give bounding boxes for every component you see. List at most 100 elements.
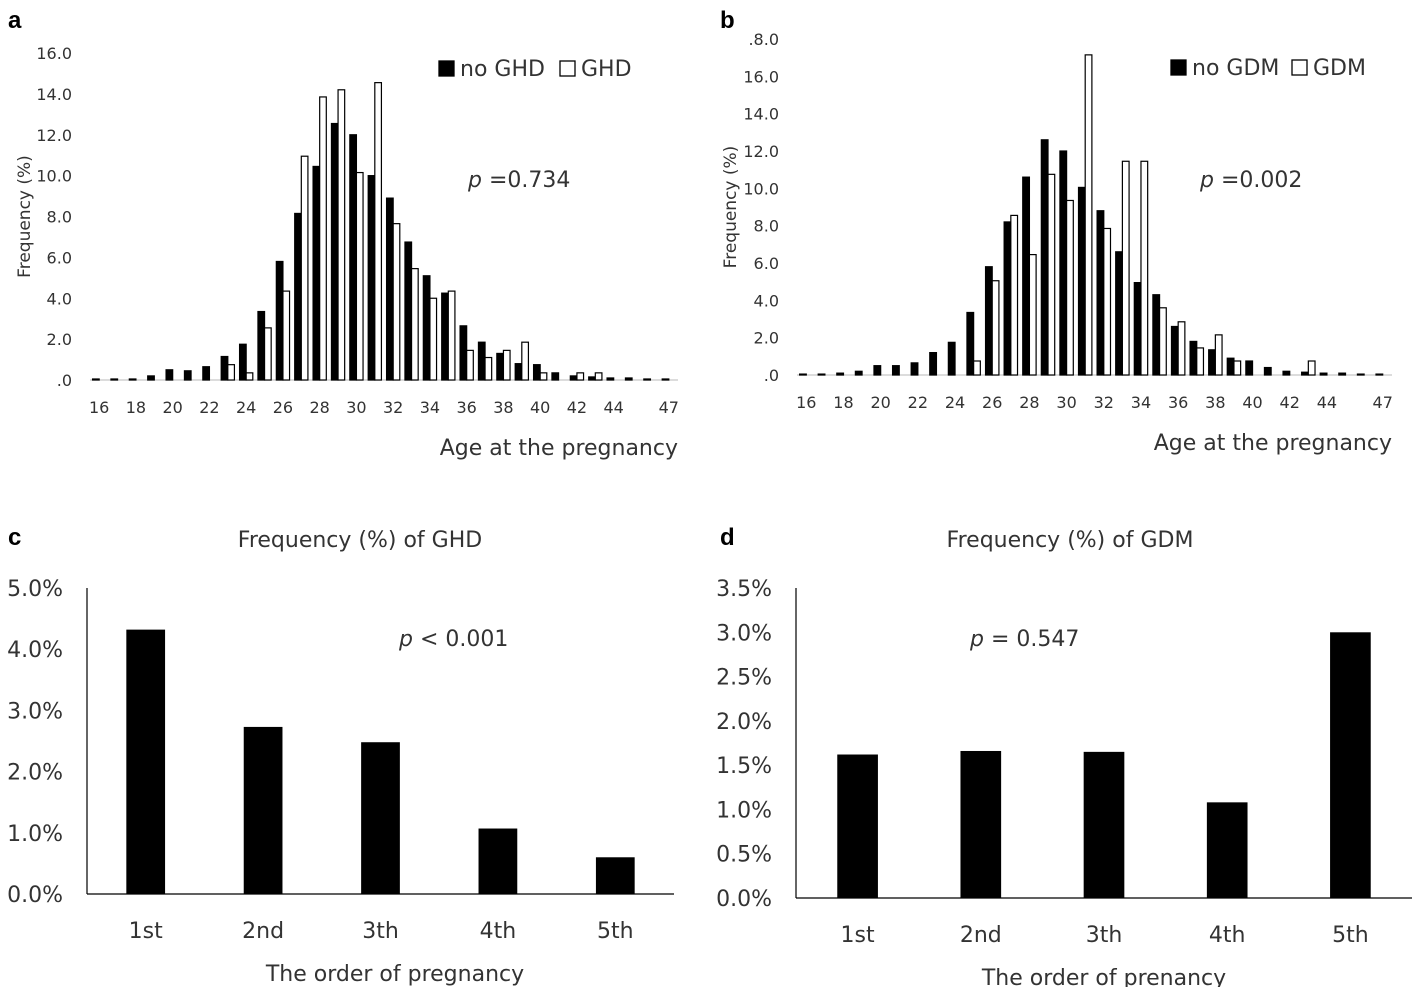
bar-series2 bbox=[1233, 360, 1242, 376]
x-tick-label: 24 bbox=[945, 393, 965, 412]
bar-series1 bbox=[854, 370, 863, 376]
p-value-annotation: p =0.734 bbox=[467, 168, 570, 193]
bar-series2 bbox=[1010, 214, 1019, 376]
y-tick-label: 10.0 bbox=[743, 179, 779, 198]
bar-series1 bbox=[1338, 372, 1347, 376]
chart-title: Frequency (%) of GDM bbox=[947, 528, 1194, 553]
bar-series1 bbox=[422, 275, 431, 381]
x-tick-label: 2nd bbox=[960, 923, 1002, 948]
x-tick-label: 24 bbox=[236, 398, 256, 417]
x-tick-label: 38 bbox=[1205, 393, 1225, 412]
bar bbox=[960, 750, 1002, 898]
panel-a-age-ghd-histogram: a .0 2.0 4.0 6.0 8.0 10.0 12.0 14.0 16.0 16 18 20 22 2… bbox=[8, 7, 679, 461]
y-tick-label: 8.0 bbox=[754, 217, 779, 236]
y-tick-label: 12.0 bbox=[743, 142, 779, 161]
panel-c-ghd-order-bar-chart: c Frequency (%) of GHD 0.0% 1.0% 2.0% 3.0% 4.0… bbox=[7, 524, 674, 987]
x-tick-label: 44 bbox=[604, 398, 624, 417]
x-tick-label: 3th bbox=[1086, 923, 1123, 948]
bar-series1 bbox=[873, 365, 882, 376]
p-value-text: = 0.547 bbox=[984, 627, 1079, 652]
x-tick-label: 32 bbox=[383, 398, 403, 417]
y-axis-title: Frequency (%) bbox=[721, 146, 741, 269]
x-tick-label: 47 bbox=[1373, 393, 1393, 412]
chart-title: Frequency (%) of GHD bbox=[238, 528, 482, 553]
y-tick-label: 14.0 bbox=[36, 85, 72, 104]
y-tick-label: 0.0% bbox=[716, 887, 772, 912]
bar bbox=[1206, 802, 1248, 898]
bar-series2 bbox=[300, 155, 309, 381]
x-axis-title: The order of prenancy bbox=[981, 966, 1226, 987]
p-symbol: p bbox=[969, 627, 984, 652]
bar-series1 bbox=[1301, 371, 1309, 376]
bar bbox=[243, 726, 283, 894]
x-tick-label: 28 bbox=[1019, 393, 1039, 412]
bar-series2 bbox=[1028, 254, 1037, 376]
x-tick-label: 5th bbox=[1332, 923, 1369, 948]
y-tick-label: 2.0 bbox=[754, 329, 779, 348]
bar-series1 bbox=[836, 372, 845, 376]
x-axis-title: Age at the pregnancy bbox=[440, 436, 678, 461]
bar-series1 bbox=[91, 378, 100, 381]
y-tick-label: 0.0% bbox=[7, 883, 63, 908]
p-symbol: p bbox=[1199, 168, 1214, 193]
bar-series1 bbox=[947, 341, 956, 376]
x-tick-label: 32 bbox=[1094, 393, 1114, 412]
x-tick-label: 1st bbox=[129, 919, 163, 944]
x-tick-label: 30 bbox=[346, 398, 366, 417]
bar-series2 bbox=[374, 82, 383, 381]
legend-label: GHD bbox=[581, 57, 632, 82]
y-tick-label: 1.0% bbox=[7, 822, 63, 847]
legend-label: no GHD bbox=[460, 57, 545, 82]
panel-letter: b bbox=[720, 7, 735, 34]
x-tick-label: 16 bbox=[89, 398, 109, 417]
y-tick-label: 8.0 bbox=[47, 208, 72, 227]
bar-series2 bbox=[576, 372, 585, 381]
bar-series1 bbox=[147, 375, 155, 381]
y-tick-label: 14.0 bbox=[743, 105, 779, 124]
bar-series1 bbox=[1170, 325, 1179, 376]
bar-series1 bbox=[661, 378, 670, 381]
bar-series1 bbox=[1263, 366, 1272, 376]
y-tick-label: .0 bbox=[764, 366, 779, 385]
bar-series1 bbox=[238, 343, 247, 381]
bar-series1 bbox=[275, 260, 284, 381]
bar bbox=[1083, 751, 1125, 898]
y-tick-label: .8.0 bbox=[748, 30, 779, 49]
p-value-annotation: p < 0.001 bbox=[398, 627, 508, 652]
legend-label: GDM bbox=[1313, 56, 1366, 81]
bar-series2 bbox=[227, 364, 236, 381]
bar-series1 bbox=[1077, 186, 1086, 376]
y-tick-label: 4.0% bbox=[7, 638, 63, 663]
bar-series1 bbox=[588, 376, 596, 381]
y-tick-label: 1.5% bbox=[716, 754, 772, 779]
bar-series1 bbox=[984, 266, 993, 376]
bar-series1 bbox=[1245, 360, 1254, 376]
panel-d-gdm-order-bar-chart: d Frequency (%) of GDM 0.0% 0.5% 1.0% 1.5% 2.0… bbox=[716, 524, 1412, 987]
bar-series1 bbox=[514, 363, 523, 381]
bar-series2 bbox=[1103, 227, 1112, 376]
bar-series2 bbox=[337, 89, 346, 381]
bar-series1 bbox=[1096, 210, 1105, 376]
bar-series2 bbox=[392, 223, 401, 381]
x-tick-label: 26 bbox=[982, 393, 1002, 412]
bar-series1 bbox=[966, 311, 975, 376]
bar-series1 bbox=[1356, 373, 1365, 376]
x-tick-label: 4th bbox=[1209, 923, 1246, 948]
x-tick-label: 5th bbox=[597, 919, 634, 944]
bar bbox=[361, 742, 400, 894]
bar-series1 bbox=[1133, 282, 1142, 376]
x-tick-label: 22 bbox=[199, 398, 219, 417]
bar-series2 bbox=[466, 349, 474, 381]
p-value-annotation: p = 0.547 bbox=[969, 627, 1079, 652]
bar-series2 bbox=[991, 280, 1000, 376]
bar-series1 bbox=[1282, 370, 1291, 376]
bar-series2 bbox=[355, 171, 364, 381]
bar-series1 bbox=[532, 364, 541, 381]
bar-series2 bbox=[1214, 334, 1223, 376]
y-tick-label: 16.0 bbox=[36, 44, 72, 63]
y-tick-label: 2.0% bbox=[716, 710, 772, 735]
bar-series1 bbox=[929, 352, 938, 376]
bar-series2 bbox=[1307, 360, 1316, 376]
bar-series1 bbox=[349, 134, 358, 381]
bar-series1 bbox=[294, 212, 302, 381]
